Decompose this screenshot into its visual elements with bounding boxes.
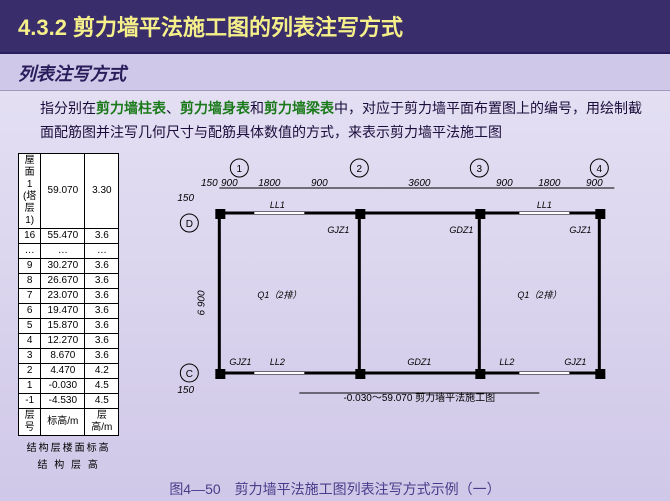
section-title: 4.3.2 剪力墙平法施工图的列表注写方式: [0, 0, 670, 54]
table-cell: 3.6: [85, 333, 119, 348]
table-cell: 19.470: [41, 303, 85, 318]
svg-text:900: 900: [496, 178, 513, 189]
svg-text:GJZ1: GJZ1: [565, 357, 587, 367]
sep2: 和: [250, 100, 264, 116]
table-cell: …: [85, 243, 119, 258]
plan-drawing: 1 2 3 4 900 1800 900 3600 900 1800 9: [127, 153, 652, 471]
table-cell: 26.670: [41, 273, 85, 288]
table-cell: 3.6: [85, 288, 119, 303]
svg-text:LL1: LL1: [270, 200, 285, 210]
para-prefix: 指分别在: [40, 100, 96, 116]
table-cell: 5: [19, 318, 41, 333]
hl-pillar-table: 剪力墙柱表: [96, 100, 166, 116]
svg-text:Q1（2排）: Q1（2排）: [258, 290, 302, 300]
story-table-wrap: 屋面1 (塔层1)59.0703.30 1655.4703.6………930.27…: [18, 153, 119, 471]
svg-text:GDZ1: GDZ1: [408, 357, 432, 367]
svg-text:GDZ1: GDZ1: [450, 225, 474, 235]
svg-text:LL2: LL2: [500, 357, 515, 367]
svg-text:900: 900: [221, 178, 238, 189]
subtitle: 列表注写方式: [0, 54, 670, 91]
table-cell: 4.470: [41, 363, 85, 378]
table-cell: 7: [19, 288, 41, 303]
table-cell: 4: [19, 333, 41, 348]
table-cell: 8: [19, 273, 41, 288]
svg-text:3600: 3600: [409, 178, 432, 189]
table-cell: 4.2: [85, 363, 119, 378]
svg-text:3: 3: [477, 164, 483, 175]
table-cap1: 结构层楼面标高: [18, 439, 119, 454]
svg-text:150: 150: [201, 178, 218, 189]
svg-text:150: 150: [178, 385, 195, 396]
table-cell: 30.270: [41, 258, 85, 273]
tf-c2: 标高/m: [41, 408, 85, 435]
table-cap2: 结 构 层 高: [18, 456, 119, 471]
svg-text:6 900: 6 900: [197, 290, 208, 315]
table-cell: 4.5: [85, 393, 119, 408]
table-cell: 3.6: [85, 258, 119, 273]
table-cell: 4.5: [85, 378, 119, 393]
table-cell: 2: [19, 363, 41, 378]
sep1: 、: [166, 100, 180, 116]
tf-c1: 层号: [19, 408, 41, 435]
table-cell: -1: [19, 393, 41, 408]
svg-text:150: 150: [178, 193, 195, 204]
th-c1: 屋面1 (塔层1): [19, 153, 41, 228]
table-cell: 16: [19, 228, 41, 243]
svg-text:GJZ1: GJZ1: [328, 225, 350, 235]
figure-caption: 图4—50 剪力墙平法施工图列表注写方式示例（一）: [0, 479, 670, 499]
table-cell: …: [41, 243, 85, 258]
svg-text:2: 2: [357, 164, 363, 175]
svg-text:LL1: LL1: [537, 200, 552, 210]
table-cell: 15.870: [41, 318, 85, 333]
table-cell: -0.030: [41, 378, 85, 393]
table-cell: 12.270: [41, 333, 85, 348]
table-cell: 23.070: [41, 288, 85, 303]
tf-c3: 层高/m: [85, 408, 119, 435]
hl-beam-table: 剪力墙梁表: [264, 100, 334, 116]
svg-text:GJZ1: GJZ1: [230, 357, 252, 367]
table-cell: 3.6: [85, 318, 119, 333]
svg-text:1800: 1800: [259, 178, 282, 189]
svg-text:900: 900: [311, 178, 328, 189]
table-cell: 3.6: [85, 303, 119, 318]
svg-text:Q1（2排）: Q1（2排）: [518, 290, 562, 300]
table-cell: 6: [19, 303, 41, 318]
table-cell: 3.6: [85, 348, 119, 363]
svg-text:LL2: LL2: [270, 357, 285, 367]
th-c2: 59.070: [41, 153, 85, 228]
svg-text:C: C: [186, 369, 193, 380]
svg-text:D: D: [186, 219, 193, 230]
story-table: 屋面1 (塔层1)59.0703.30 1655.4703.6………930.27…: [18, 153, 119, 436]
svg-text:1: 1: [237, 164, 243, 175]
table-cell: 3.6: [85, 228, 119, 243]
hl-body-table: 剪力墙身表: [180, 100, 250, 116]
svg-text:900: 900: [586, 178, 603, 189]
table-cell: 55.470: [41, 228, 85, 243]
table-cell: 9: [19, 258, 41, 273]
body-paragraph: 指分别在剪力墙柱表、剪力墙身表和剪力墙梁表中，对应于剪力墙平面布置图上的编号，用…: [0, 91, 670, 153]
table-cell: 1: [19, 378, 41, 393]
table-cell: -4.530: [41, 393, 85, 408]
table-cell: 3: [19, 348, 41, 363]
svg-text:4: 4: [597, 164, 603, 175]
svg-text:1800: 1800: [539, 178, 562, 189]
table-cell: 3.6: [85, 273, 119, 288]
table-cell: 8.670: [41, 348, 85, 363]
svg-text:GJZ1: GJZ1: [570, 225, 592, 235]
table-cell: …: [19, 243, 41, 258]
th-c3: 3.30: [85, 153, 119, 228]
